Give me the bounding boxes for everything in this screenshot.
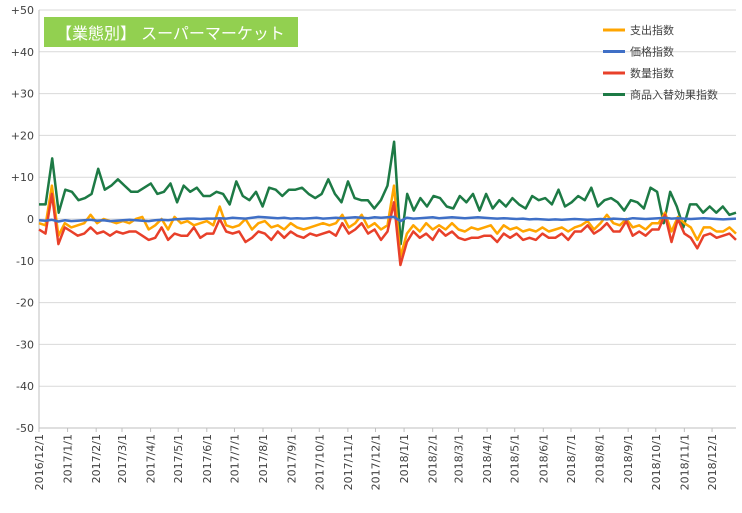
x-tick-label: 2017/4/1 [145,434,158,483]
series-line-1 [38,215,737,223]
series-line-2 [38,192,737,267]
x-tick-label: 2018/12/1 [706,434,719,490]
y-tick-label: -20 [16,297,34,310]
legend-label: 数量指数 [630,66,674,80]
legend-label: 商品入替効果指数 [630,88,718,102]
chart-title-box: 【業態別】 スーパーマーケット [44,17,298,47]
x-tick-label: 2018/10/1 [650,434,663,490]
y-tick-label: +30 [11,88,34,101]
chart-title-background [44,17,298,47]
x-tick-label: 2017/7/1 [228,434,241,483]
x-tick-label: 2018/8/1 [594,434,607,483]
x-tick-label: 2018/5/1 [509,434,522,483]
x-tick-label: 2017/11/1 [342,434,355,490]
x-tick-label: 2018/2/1 [427,434,440,483]
chart-title: 【業態別】 スーパーマーケット [56,24,285,43]
axes [38,10,736,429]
x-tick-label: 2017/1/1 [62,434,75,483]
x-tick-label: 2017/2/1 [90,434,103,483]
series-line-0 [38,184,737,258]
x-tick-label: 2018/6/1 [537,434,550,483]
x-tick-label: 2018/7/1 [565,434,578,483]
y-tick-label: -30 [16,338,34,351]
legend-label: 支出指数 [630,23,674,37]
y-tick-label: -40 [16,380,34,393]
x-tick-label: 2017/3/1 [116,434,129,483]
y-tick-label: +10 [11,171,34,184]
y-tick-label: -50 [16,422,34,435]
y-tick-label: +20 [11,129,34,142]
legend-label: 価格指数 [630,45,674,59]
x-tick-label: 2018/3/1 [452,434,465,483]
x-tick-label: 2018/9/1 [622,434,635,483]
x-tick-label: 2017/12/1 [369,434,382,490]
x-tick-label: 2017/10/1 [313,434,326,490]
x-tick-label: 2017/6/1 [201,434,214,483]
x-axis-tick-labels: 2016/12/1 2017/1/1 2017/2/1 2017/3/1 2017/4/… [33,428,719,490]
y-tick-label: +40 [11,46,34,59]
x-tick-label: 2017/5/1 [172,434,185,483]
y-axis-tick-labels: +50 +40 +30 +20 +10 0 -10 -20 -30 -40 -50 [11,4,34,435]
series-line-3 [39,140,737,246]
x-tick-label: 2018/11/1 [678,434,691,490]
y-tick-label: -10 [16,255,34,268]
x-tick-label: 2018/4/1 [481,434,494,483]
x-tick-label: 2017/9/1 [286,434,299,483]
y-tick-label: 0 [27,213,34,226]
y-tick-label: +50 [11,4,34,17]
x-tick-label: 2016/12/1 [33,434,46,490]
x-tick-label: 2017/8/1 [257,434,270,483]
x-tick-label: 2018/1/1 [398,434,411,483]
series-lines [38,140,737,267]
